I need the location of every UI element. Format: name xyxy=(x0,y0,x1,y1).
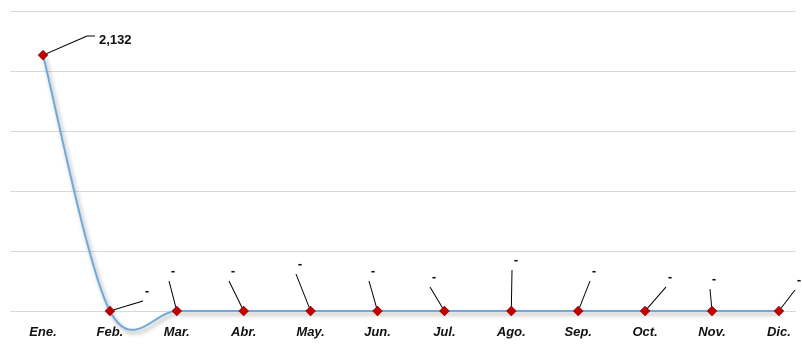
data-point xyxy=(372,305,383,317)
data-point xyxy=(171,305,183,317)
x-tick-label: Nov. xyxy=(698,324,725,339)
x-tick-label: Mar. xyxy=(164,324,190,339)
data-label: - xyxy=(592,263,596,278)
data-label: - xyxy=(797,272,801,287)
data-point xyxy=(639,305,651,317)
gridlines xyxy=(10,11,796,312)
data-label: - xyxy=(145,283,149,298)
data-point xyxy=(505,305,517,317)
x-tick-label: Sep. xyxy=(564,324,591,339)
x-tick-label: Ago. xyxy=(496,324,526,339)
leader-line xyxy=(778,289,796,312)
leader-line xyxy=(295,273,312,312)
x-tick-label: Jul. xyxy=(433,324,455,339)
leader-line xyxy=(109,300,144,312)
data-label: - xyxy=(432,269,436,284)
leader-line xyxy=(228,280,245,312)
leader-line xyxy=(42,35,88,56)
x-tick-label: Ene. xyxy=(29,324,56,339)
x-tick-label: Abr. xyxy=(230,324,256,339)
data-label: - xyxy=(371,263,375,278)
leader-line xyxy=(168,280,178,312)
leader-line xyxy=(368,280,378,312)
x-tick-label: Feb. xyxy=(97,324,124,339)
leader-line xyxy=(577,280,591,312)
leader-line xyxy=(510,269,513,312)
data-label: - xyxy=(298,256,302,271)
x-tick-label: Oct. xyxy=(632,324,657,339)
data-label: - xyxy=(514,252,518,267)
leader-line xyxy=(429,286,445,312)
leader-line xyxy=(644,286,667,312)
data-point xyxy=(439,305,450,317)
data-label: - xyxy=(668,269,672,284)
data-point xyxy=(773,305,785,317)
series-line xyxy=(42,54,779,331)
data-point xyxy=(238,305,250,317)
series-area xyxy=(42,54,779,331)
data-point xyxy=(572,305,584,317)
data-label: - xyxy=(712,271,716,286)
data-point xyxy=(104,305,116,317)
x-tick-label: Dic. xyxy=(767,324,791,339)
data-label: - xyxy=(171,263,175,278)
x-tick-label: May. xyxy=(296,324,324,339)
data-markers xyxy=(37,49,785,317)
data-point xyxy=(37,49,49,61)
data-label: 2,132 xyxy=(99,32,132,47)
x-tick-label: Jun. xyxy=(364,324,391,339)
data-label-leaders xyxy=(42,35,796,312)
x-axis-tick-labels: Ene. Feb. Mar. Abr. May. Jun. Jul. Ago. Sep. Oct.… xyxy=(29,324,791,339)
data-labels: 2,132 - - - - - - - - - - - xyxy=(99,32,801,298)
data-point xyxy=(305,305,316,317)
data-label: - xyxy=(231,263,235,278)
data-point xyxy=(706,305,718,317)
